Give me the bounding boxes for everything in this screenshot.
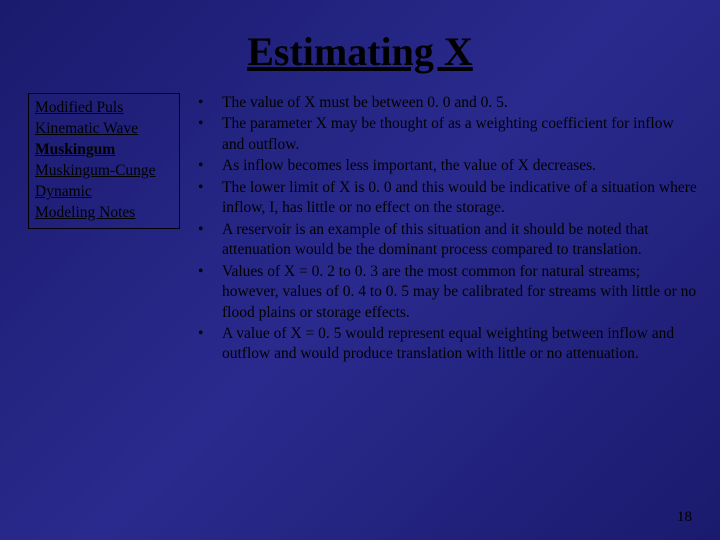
bullet-icon: • [196, 220, 222, 261]
bullet-item: • A reservoir is an example of this situ… [196, 220, 698, 261]
bullet-text: The value of X must be between 0. 0 and … [222, 93, 698, 113]
sidebar-item-modified-puls[interactable]: Modified Puls [35, 98, 173, 119]
bullet-text: A reservoir is an example of this situat… [222, 220, 698, 261]
slide-title: Estimating X [0, 0, 720, 93]
bullet-icon: • [196, 156, 222, 176]
bullet-icon: • [196, 262, 222, 323]
bullet-item: • As inflow becomes less important, the … [196, 156, 698, 176]
bullet-item: • A value of X = 0. 5 would represent eq… [196, 324, 698, 365]
bullet-icon: • [196, 93, 222, 113]
sidebar-item-modeling-notes[interactable]: Modeling Notes [35, 203, 173, 224]
bullet-item: • Values of X = 0. 2 to 0. 3 are the mos… [196, 262, 698, 323]
sidebar-nav: Modified Puls Kinematic Wave Muskingum M… [28, 93, 180, 229]
sidebar-item-muskingum[interactable]: Muskingum [35, 140, 173, 161]
sidebar-item-kinematic-wave[interactable]: Kinematic Wave [35, 119, 173, 140]
bullet-icon: • [196, 178, 222, 219]
bullet-text: The lower limit of X is 0. 0 and this wo… [222, 178, 698, 219]
bullet-item: • The lower limit of X is 0. 0 and this … [196, 178, 698, 219]
bullet-item: • The value of X must be between 0. 0 an… [196, 93, 698, 113]
bullet-text: As inflow becomes less important, the va… [222, 156, 698, 176]
sidebar-item-dynamic[interactable]: Dynamic [35, 182, 173, 203]
main-content: • The value of X must be between 0. 0 an… [180, 93, 698, 366]
bullet-text: Values of X = 0. 2 to 0. 3 are the most … [222, 262, 698, 323]
bullet-text: A value of X = 0. 5 would represent equa… [222, 324, 698, 365]
bullet-icon: • [196, 114, 222, 155]
page-number: 18 [677, 509, 692, 526]
bullet-item: • The parameter X may be thought of as a… [196, 114, 698, 155]
content-area: Modified Puls Kinematic Wave Muskingum M… [0, 93, 720, 366]
sidebar-item-muskingum-cunge[interactable]: Muskingum-Cunge [35, 161, 173, 182]
bullet-icon: • [196, 324, 222, 365]
bullet-text: The parameter X may be thought of as a w… [222, 114, 698, 155]
